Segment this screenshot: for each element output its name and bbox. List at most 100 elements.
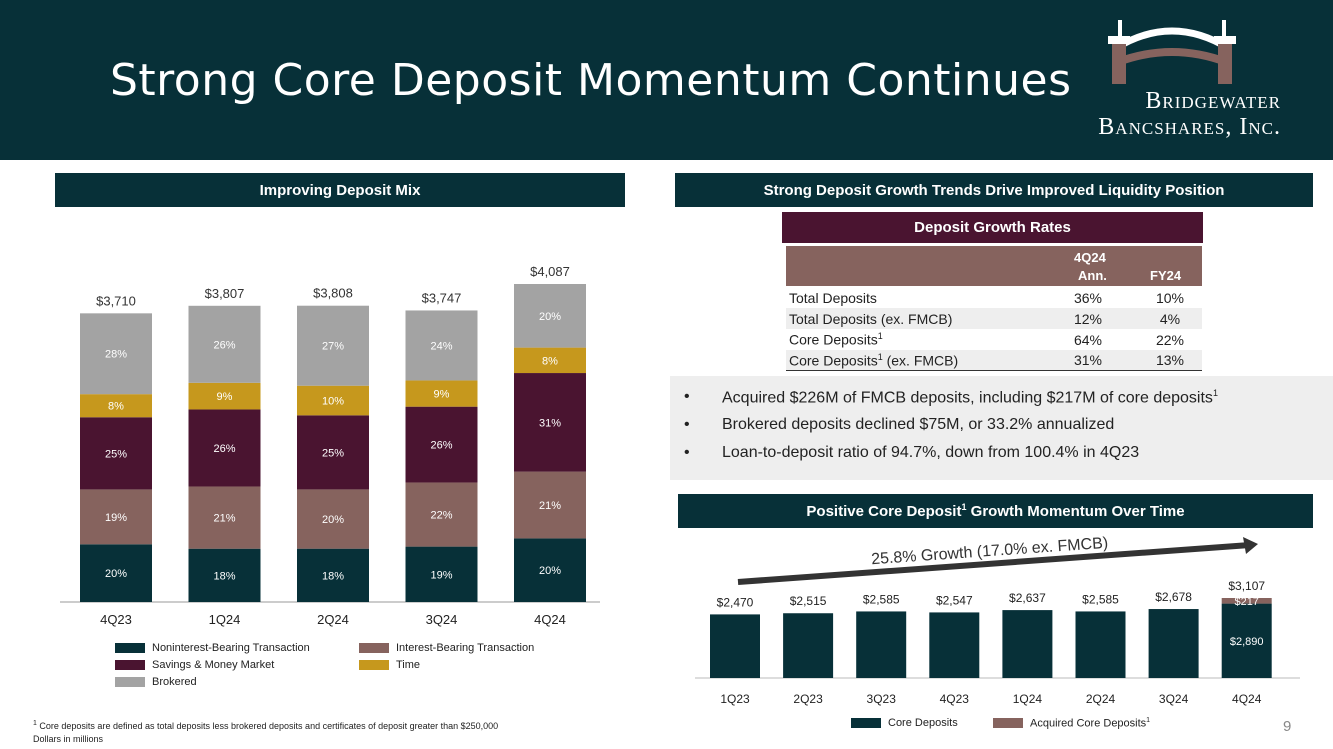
growth-category-label: 4Q23 — [940, 692, 970, 706]
deposit-mix-heading: Improving Deposit Mix — [55, 173, 625, 207]
bullet-text: Loan-to-deposit ratio of 94.7%, down fro… — [722, 444, 1140, 461]
mix-bar-segment — [297, 385, 369, 416]
mix-segment-label: 27% — [322, 341, 344, 353]
growth-bar — [1221, 603, 1272, 678]
mix-bar-segment — [80, 489, 152, 545]
growth-rate-ann: 36% — [1073, 289, 1103, 306]
growth-acquired-inner-label: $217 — [1234, 596, 1258, 608]
growth-rate-label: Core Deposits1 (ex. FMCB) — [789, 351, 959, 369]
growth-total-label: $2,470 — [717, 595, 754, 609]
mix-legend-item: Brokered — [115, 676, 197, 688]
growth-bar — [1148, 609, 1199, 678]
growth-category-label: 2Q23 — [793, 692, 823, 706]
mix-segment-label: 26% — [213, 339, 235, 351]
growth-rate-fy: 4% — [1159, 310, 1181, 327]
mix-total-label: $3,710 — [96, 293, 136, 308]
growth-rate-ann: 12% — [1073, 310, 1103, 327]
mix-bar-segment — [405, 406, 478, 483]
mix-segment-label: 8% — [108, 401, 124, 413]
legend-swatch — [359, 643, 389, 653]
mix-bar-segment — [514, 471, 586, 539]
mix-bar-segment — [514, 373, 586, 472]
mix-segment-label: 8% — [542, 355, 558, 367]
mix-bar-segment — [80, 544, 152, 602]
legend-label: Brokered — [152, 676, 197, 688]
mix-segment-label: 20% — [539, 565, 561, 577]
mix-total-label: $3,808 — [313, 286, 353, 301]
highlights-box: • Acquired $226M of FMCB deposits, includ… — [670, 376, 1333, 480]
bullet-text: Brokered deposits declined $75M, or 33.2… — [722, 416, 1115, 433]
growth-category-label: 1Q24 — [1013, 692, 1043, 706]
mix-category-label: 4Q23 — [100, 612, 132, 627]
mix-legend-item: Interest-Bearing Transaction — [359, 642, 534, 654]
col-4q24-label: 4Q24 — [1074, 250, 1106, 265]
growth-category-label: 4Q24 — [1232, 692, 1262, 706]
page-title: Strong Core Deposit Momentum Continues — [110, 55, 1072, 106]
growth-legend-item: Core Deposits — [851, 717, 958, 729]
mix-bar-segment — [297, 489, 369, 549]
growth-rate-ann: 64% — [1073, 331, 1103, 348]
mix-segment-label: 21% — [539, 500, 561, 512]
growth-category-label: 1Q23 — [720, 692, 750, 706]
mix-legend-item: Time — [359, 659, 420, 671]
legend-label: Time — [396, 659, 421, 671]
mix-bar-segment — [188, 305, 261, 383]
mix-legend-item: Noninterest-Bearing Transaction — [115, 642, 310, 654]
growth-momentum-heading-text: Positive Core Deposit1 Growth Momentum O… — [806, 502, 1184, 520]
legend-label: Interest-Bearing Transaction — [396, 642, 535, 654]
growth-legend-item: Acquired Core Deposits1 — [993, 717, 1150, 730]
col-fy24-label: FY24 — [1150, 268, 1182, 283]
growth-rate-label: Core Deposits1 — [789, 331, 883, 348]
growth-rate-label: Total Deposits — [789, 289, 877, 306]
col-ann-label: Ann. — [1078, 268, 1107, 283]
growth-arrow-head-icon — [1243, 537, 1258, 554]
legend-swatch — [851, 718, 881, 728]
core-deposit-growth-chart: 25.8% Growth (17.0% ex. FMCB)$2,4701Q23$… — [695, 535, 1300, 706]
mix-bar-segment — [405, 482, 478, 547]
bullet-icon: • — [684, 388, 690, 405]
growth-rate-ann: 31% — [1073, 352, 1103, 368]
legend-label: Noninterest-Bearing Transaction — [152, 642, 310, 654]
growth-core-inner-label: $2,890 — [1230, 636, 1264, 648]
mix-segment-label: 18% — [213, 570, 235, 582]
mix-segment-label: 20% — [322, 514, 344, 526]
growth-rates-header: 4Q24 Ann. FY24 — [786, 246, 1202, 286]
mix-total-label: $3,747 — [422, 290, 462, 305]
growth-total-label: $3,107 — [1228, 579, 1265, 593]
mix-bar-segment — [514, 284, 586, 348]
mix-bar-segment — [514, 347, 586, 374]
deposit-mix-heading-text: Improving Deposit Mix — [259, 181, 421, 199]
mix-segment-label: 26% — [213, 443, 235, 455]
growth-category-label: 3Q24 — [1159, 692, 1189, 706]
legend-swatch — [115, 677, 145, 687]
growth-rate-fy: 22% — [1155, 331, 1185, 348]
growth-bar — [710, 614, 760, 678]
liquidity-heading-text: Strong Deposit Growth Trends Drive Impro… — [763, 181, 1225, 199]
mix-segment-label: 19% — [430, 569, 452, 581]
growth-bar — [783, 613, 834, 678]
mix-segment-label: 22% — [430, 510, 452, 522]
growth-total-label: $2,637 — [1009, 591, 1046, 605]
legend-swatch — [115, 643, 145, 653]
mix-segment-label: 9% — [434, 389, 450, 401]
footnote-text: Core deposits are defined as total depos… — [36, 721, 499, 731]
bullet-icon: • — [684, 416, 690, 433]
mix-bar-segment — [405, 546, 478, 602]
mix-total-label: $4,087 — [530, 264, 570, 279]
bullet-text: Acquired $226M of FMCB deposits, includi… — [722, 388, 1218, 407]
growth-category-label: 2Q24 — [1086, 692, 1116, 706]
deposit-mix-chart: 20% 19% 25% 8% 28% $3,710 4Q23 18% 21% 26% 9% 26% $3… — [60, 264, 600, 627]
mix-bar-segment — [188, 548, 261, 602]
growth-total-label: $2,547 — [936, 593, 973, 607]
footnote-sup: 1 — [33, 720, 37, 727]
mix-bar-segment — [514, 538, 586, 602]
growth-momentum-heading: Positive Core Deposit1 Growth Momentum O… — [678, 494, 1313, 528]
highlight-bullet: • Loan-to-deposit ratio of 94.7%, down fr… — [684, 444, 1139, 462]
growth-rate-row: Core Deposits1 (ex. FMCB) 31% 13% — [786, 350, 1202, 371]
growth-total-label: $2,585 — [1082, 592, 1119, 606]
legend-swatch — [115, 660, 145, 670]
mix-segment-label: 25% — [105, 448, 127, 460]
mix-bar-segment — [80, 417, 152, 490]
mix-bar-segment — [80, 313, 152, 395]
growth-rate-fy: 10% — [1155, 289, 1185, 306]
